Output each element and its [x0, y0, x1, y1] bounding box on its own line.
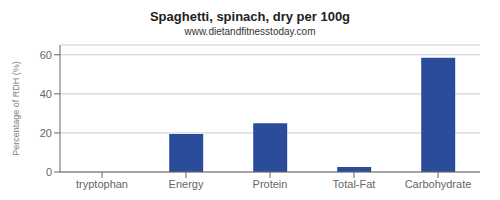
svg-text:40: 40 [40, 88, 52, 100]
svg-text:20: 20 [40, 127, 52, 139]
svg-text:0: 0 [46, 166, 52, 178]
svg-text:tryptophan: tryptophan [76, 178, 128, 190]
svg-text:Percentage of RDH (%): Percentage of RDH (%) [11, 61, 21, 156]
html-text:www.dietandfitnesstoday.com: www.dietandfitnesstoday.com [184, 26, 316, 37]
html-text:Spaghetti, spinach, dry per 10: Spaghetti, spinach, dry per 100g [149, 9, 351, 24]
svg-text:Energy: Energy [169, 178, 204, 190]
svg-text:Carbohydrate: Carbohydrate [405, 178, 472, 190]
svg-text:60: 60 [40, 49, 52, 61]
svg-text:Total-Fat: Total-Fat [333, 178, 376, 190]
svg-text:Protein: Protein [253, 178, 288, 190]
